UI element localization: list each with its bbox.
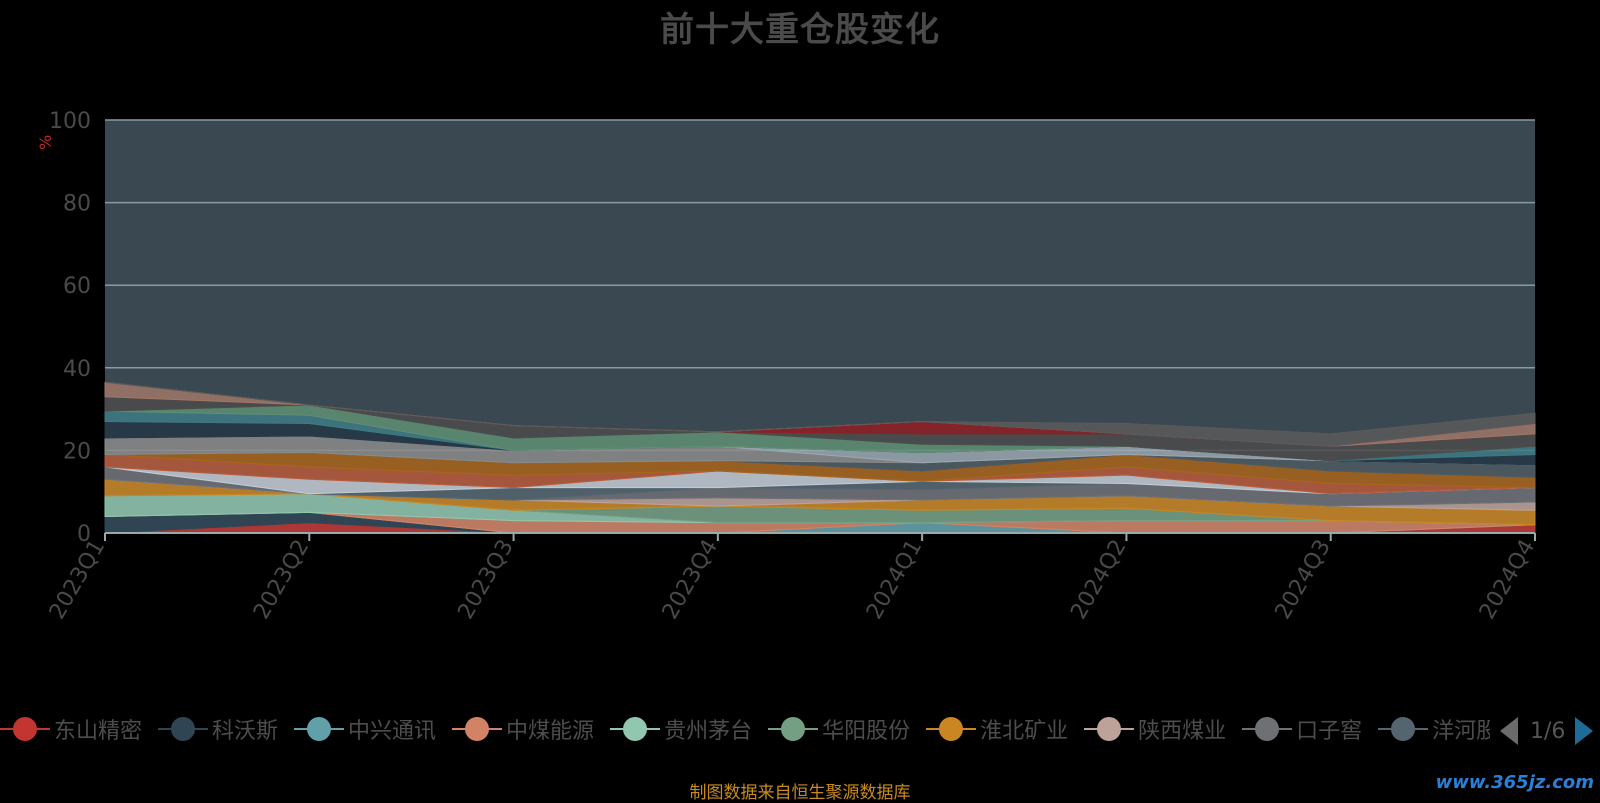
watermark: www.365jz.com: [1435, 772, 1594, 793]
y-tick-label: 0: [77, 522, 91, 547]
legend-marker-icon: [1084, 712, 1135, 746]
legend-item[interactable]: 东山精密: [0, 712, 142, 746]
legend-marker-dot: [1097, 717, 1122, 741]
legend-marker-icon: [768, 712, 819, 746]
legend-item[interactable]: 中煤能源: [452, 712, 594, 746]
legend-item[interactable]: 陕西煤业: [1084, 712, 1226, 746]
legend-label: 贵州茅台: [664, 719, 753, 744]
legend-item[interactable]: 贵州茅台: [610, 712, 752, 746]
x-tick-label: 2023Q2: [249, 536, 314, 624]
legend-marker-icon: [452, 712, 503, 746]
legend-item[interactable]: 华阳股份: [768, 712, 910, 746]
y-tick-label: 60: [63, 274, 91, 299]
legend-item[interactable]: 淮北矿业: [926, 712, 1068, 746]
legend-label: 科沃斯: [212, 719, 279, 744]
legend-label: 华阳股份: [822, 719, 911, 744]
series-area-22: [104, 381, 1536, 447]
legend-marker-dot: [1255, 717, 1280, 741]
legend-marker-icon: [158, 712, 209, 746]
legend-marker-dot: [781, 717, 806, 741]
triangle-right-icon[interactable]: [1575, 717, 1594, 745]
y-tick-label: 40: [63, 357, 91, 382]
legend-marker-icon: [1242, 712, 1293, 746]
legend-marker-icon: [294, 712, 345, 746]
legend: 东山精密科沃斯中兴通讯中煤能源贵州茅台华阳股份淮北矿业陕西煤业口子窖洋河股份山西…: [0, 712, 1490, 746]
legend-marker-icon: [926, 712, 977, 746]
legend-marker-dot: [623, 717, 648, 741]
x-tick-label: 2023Q1: [45, 536, 110, 624]
legend-marker-icon: [610, 712, 661, 746]
legend-marker-icon: [0, 712, 50, 746]
legend-label: 东山精密: [54, 719, 143, 744]
legend-marker-dot: [939, 717, 964, 741]
legend-marker-icon: [1378, 712, 1429, 746]
x-tick-label: 2024Q3: [1271, 536, 1336, 624]
legend-item[interactable]: 口子窖: [1242, 712, 1362, 746]
legend-label: 口子窖: [1296, 719, 1363, 744]
x-tick-label: 2023Q4: [658, 536, 723, 624]
legend-label: 洋河股份: [1432, 719, 1490, 744]
legend-item[interactable]: 中兴通讯: [294, 712, 436, 746]
legend-page-count: 1/6: [1530, 718, 1566, 744]
x-tick-label: 2023Q3: [453, 536, 518, 624]
data-source-note: 制图数据来自恒生聚源数据库: [689, 783, 911, 803]
legend-marker-dot: [13, 717, 37, 741]
x-tick-label: 2024Q4: [1475, 536, 1540, 624]
chart-title: 前十大重仓股变化: [660, 10, 940, 50]
legend-marker-dot: [465, 717, 490, 741]
legend-marker-dot: [1391, 717, 1416, 741]
x-tick-label: 2024Q2: [1066, 536, 1131, 624]
legend-marker-dot: [171, 717, 196, 741]
triangle-left-icon[interactable]: [1500, 717, 1518, 745]
y-tick-label: 100: [49, 109, 91, 134]
legend-marker-dot: [307, 717, 332, 741]
legend-label: 中煤能源: [506, 719, 595, 744]
y-tick-label: 20: [63, 439, 91, 464]
legend-item[interactable]: 科沃斯: [158, 712, 278, 746]
legend-label: 淮北矿业: [980, 719, 1069, 744]
x-tick-label: 2024Q1: [862, 536, 927, 624]
legend-pager: 1/6: [1500, 716, 1594, 746]
legend-label: 中兴通讯: [348, 719, 437, 744]
legend-item[interactable]: 洋河股份: [1378, 712, 1490, 746]
y-tick-label: 80: [63, 192, 91, 217]
legend-label: 陕西煤业: [1138, 719, 1227, 744]
